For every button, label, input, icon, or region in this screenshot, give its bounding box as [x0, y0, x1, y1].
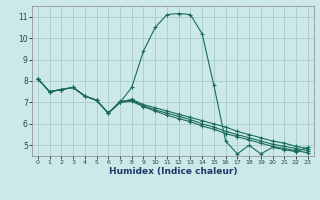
X-axis label: Humidex (Indice chaleur): Humidex (Indice chaleur) — [108, 167, 237, 176]
